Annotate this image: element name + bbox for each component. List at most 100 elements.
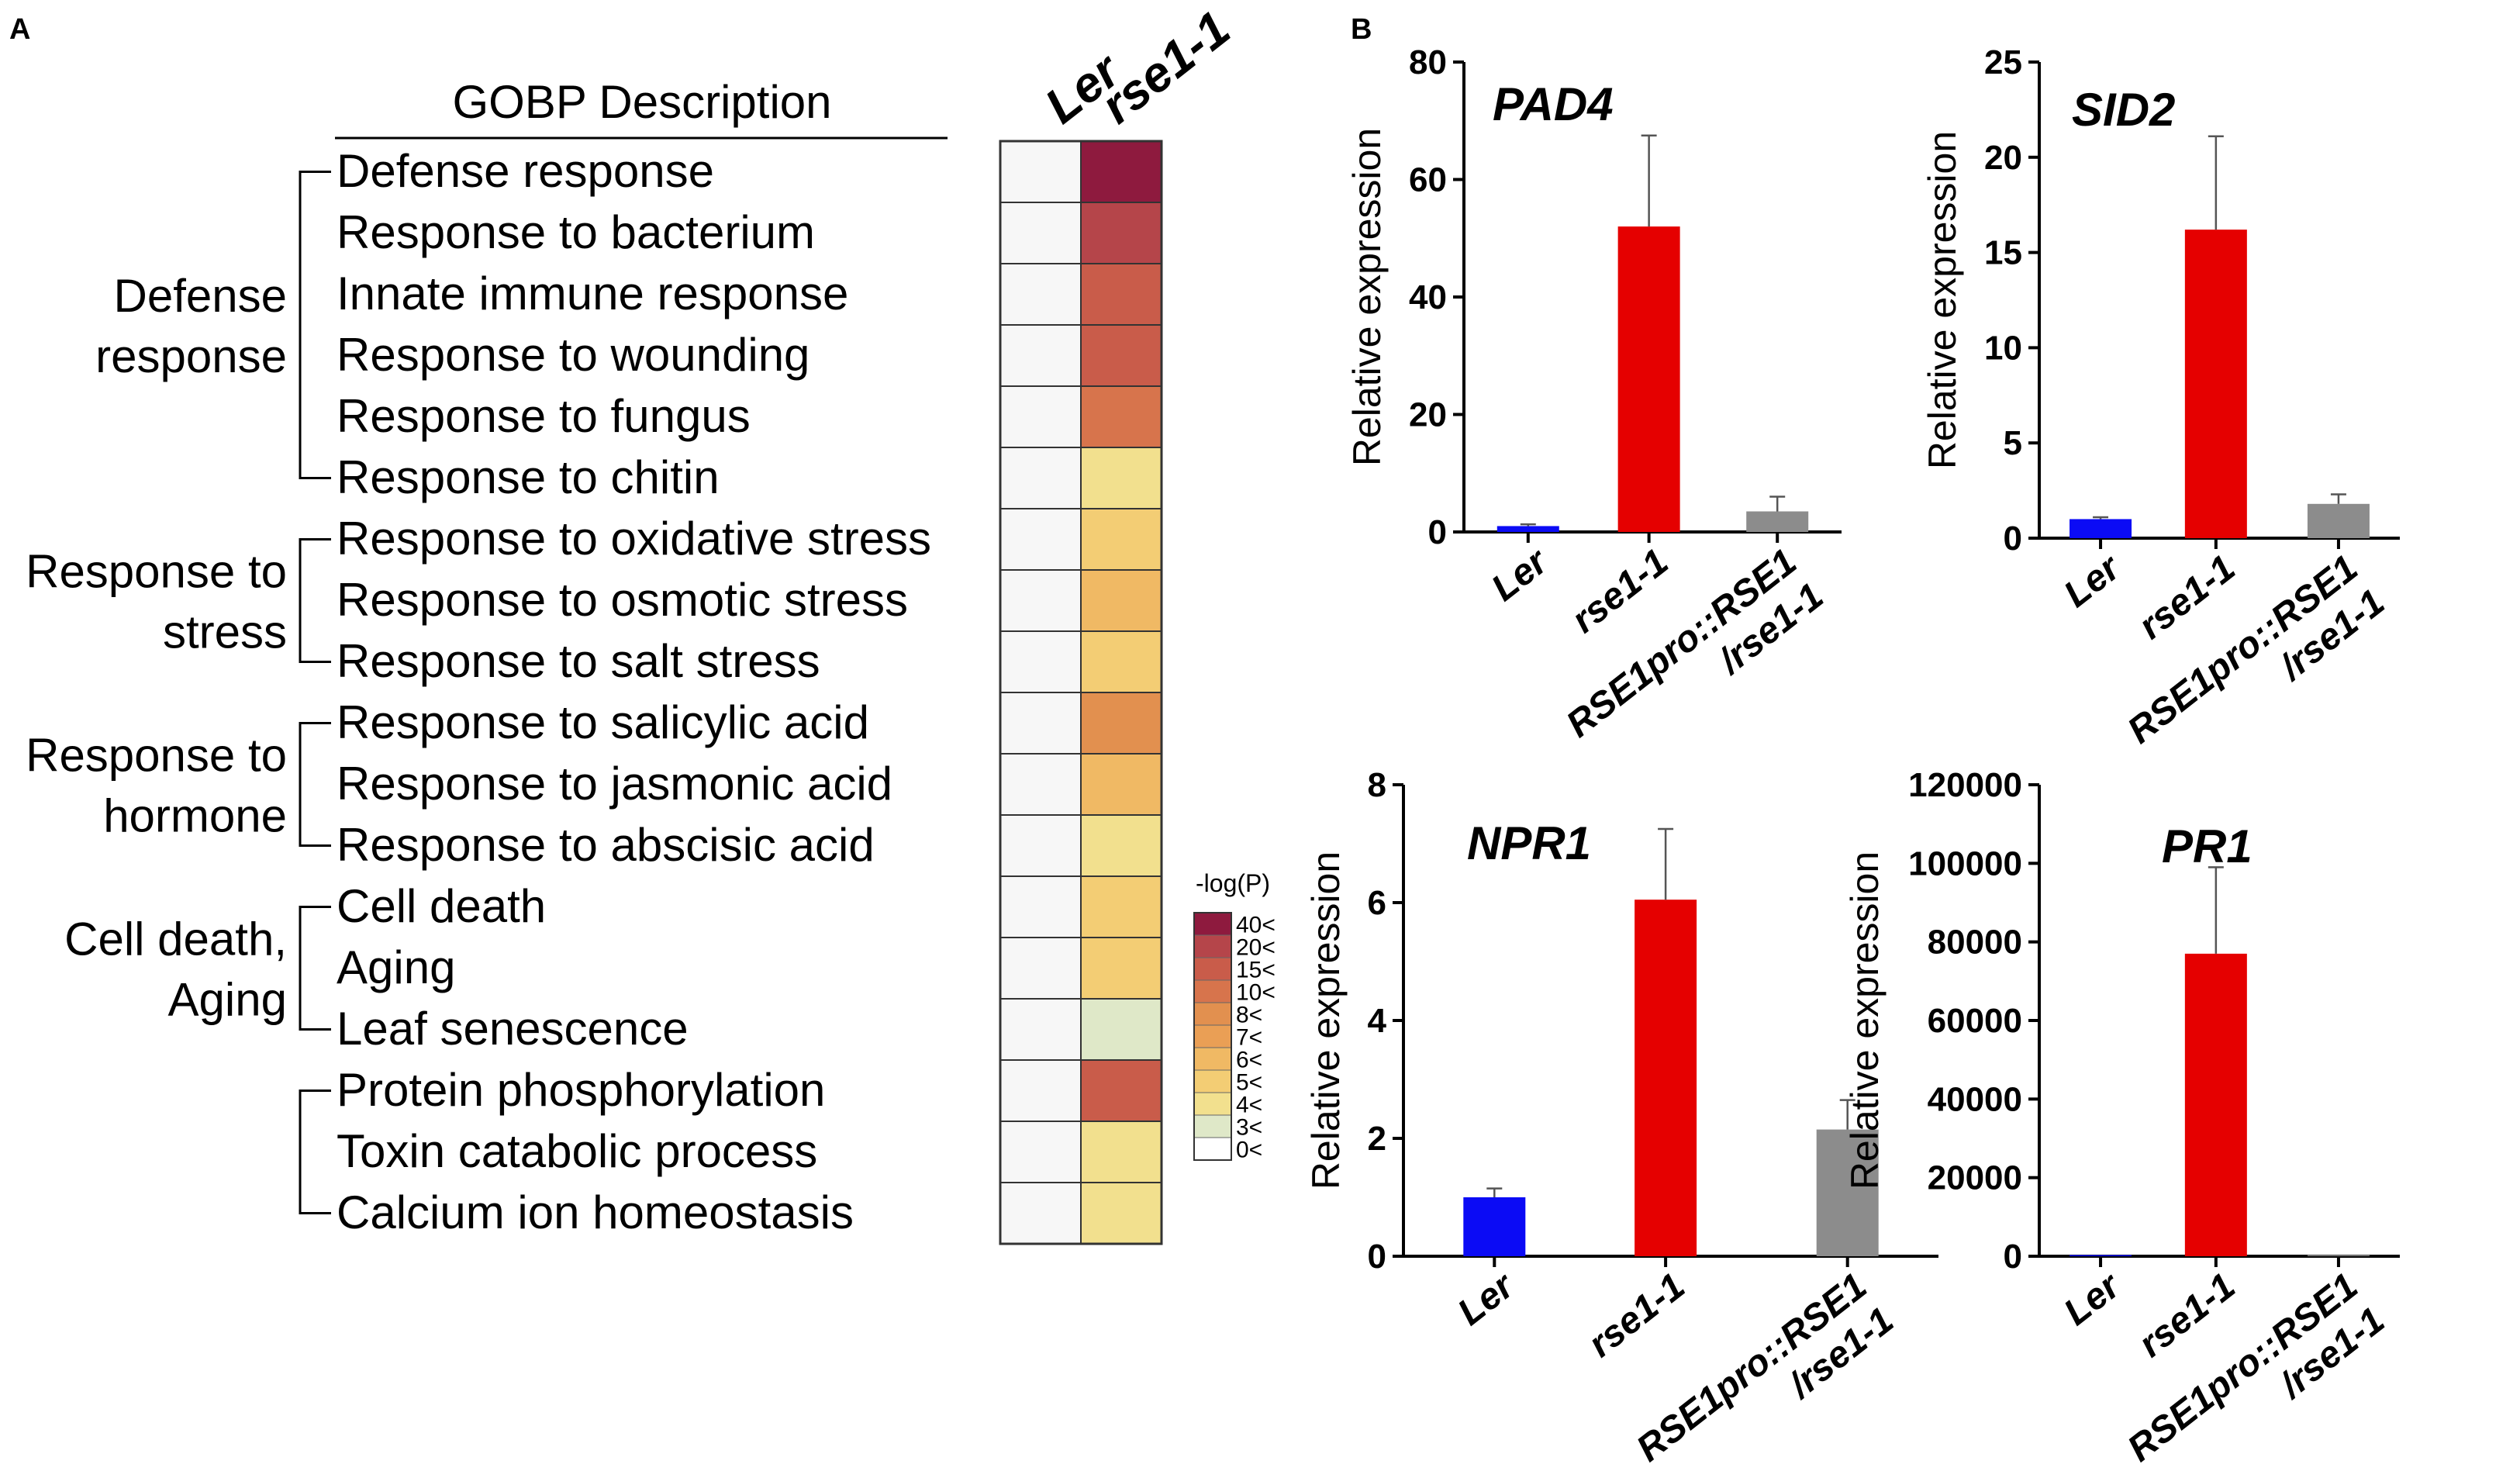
panel-label-a: A <box>9 13 30 46</box>
heatmap-cell-ler <box>999 263 1082 326</box>
go-term-response-to-abscisic-acid: Response to abscisic acid <box>337 819 875 871</box>
x-category-rse1-1: rse1-1 <box>1564 541 1676 641</box>
group-bracket <box>299 722 331 847</box>
bar-rse1pro-rse1 <box>1816 1129 1879 1256</box>
y-tick-label: 20 <box>1984 139 2022 177</box>
heatmap-cell-rse1-1 <box>1080 937 1162 1000</box>
group-label-hormone: hormone <box>103 790 287 842</box>
heatmap-cell-ler <box>999 1059 1082 1122</box>
bar-rse1pro-rse1 <box>2307 1255 2370 1256</box>
heatmap-cell-rse1-1 <box>1080 569 1162 632</box>
legend-border <box>1193 912 1232 1161</box>
go-term-response-to-bacterium: Response to bacterium <box>337 206 815 258</box>
y-tick-label: 0 <box>2004 520 2022 558</box>
y-tick-label: 5 <box>2004 424 2022 462</box>
x-category-line: rse1-1 <box>1564 541 1676 641</box>
heatmap-cell-rse1-1 <box>1080 1059 1162 1122</box>
x-category-ler: Ler <box>2056 546 2128 615</box>
heatmap-cell-rse1-1 <box>1080 692 1162 755</box>
y-tick-label: 80 <box>1409 43 1447 81</box>
panel-label-b: B <box>1351 13 1372 46</box>
heatmap-cell-ler <box>999 814 1082 877</box>
go-term-response-to-salicylic-acid: Response to salicylic acid <box>337 696 869 748</box>
go-term-calcium-ion-homeostasis: Calcium ion homeostasis <box>337 1186 854 1238</box>
chart-title: PAD4 <box>1493 78 1614 130</box>
y-tick-label: 0 <box>1368 1238 1386 1276</box>
heatmap-cell-rse1-1 <box>1080 1182 1162 1245</box>
bar-chart-sid2: 0 5 10 15 20 25 Relative expression SID2 Ler rse1… <box>1921 43 2400 786</box>
heatmap-cell-ler <box>999 937 1082 1000</box>
x-category-line: Ler <box>1451 1264 1523 1333</box>
legend-swatch <box>1193 1047 1232 1071</box>
bar-ler <box>2070 1255 2132 1256</box>
bar-rse1-1 <box>1617 226 1680 532</box>
y-tick-label: 60 <box>1409 161 1447 199</box>
legend-swatch <box>1193 957 1232 981</box>
heatmap-cell-ler <box>999 202 1082 264</box>
legend-label: 6< <box>1236 1048 1262 1073</box>
bar-chart-pad4: 0 20 40 60 80 Relative expression PAD4 Ler rse1-… <box>1345 43 1842 745</box>
legend-swatch <box>1193 1024 1232 1048</box>
legend-label: 7< <box>1236 1025 1262 1051</box>
group-label-stress: stress <box>163 606 287 658</box>
heatmap-cell-ler <box>999 692 1082 755</box>
legend-label: 10< <box>1236 980 1276 1006</box>
go-term-response-to-salt-stress: Response to salt stress <box>337 635 820 687</box>
legend-label: 4< <box>1236 1093 1262 1118</box>
x-category-ler: Ler <box>2056 1264 2128 1333</box>
y-tick-label: 8 <box>1368 766 1386 804</box>
legend-swatch <box>1193 1092 1232 1116</box>
legend-swatch <box>1193 1137 1232 1161</box>
y-tick-label: 4 <box>1368 1002 1387 1040</box>
bar-rse1-1 <box>2184 953 2247 1256</box>
heatmap-border <box>999 140 1163 1245</box>
y-tick-label: 80000 <box>1928 924 2022 962</box>
heatmap-cell-rse1-1 <box>1080 324 1162 387</box>
legend-label: 0< <box>1236 1138 1262 1163</box>
heatmap-cell-ler <box>999 447 1082 509</box>
heatmap-cell-rse1-1 <box>1080 385 1162 448</box>
heatmap-cell-ler <box>999 569 1082 632</box>
go-term-defense-response: Defense response <box>337 145 714 197</box>
bar-ler <box>2070 519 2132 538</box>
y-tick-label: 0 <box>2004 1238 2022 1276</box>
y-tick-label: 40000 <box>1928 1080 2022 1118</box>
go-term-response-to-chitin: Response to chitin <box>337 451 720 503</box>
bar-rse1pro-rse1 <box>2307 503 2370 538</box>
group-label-defense: Defense <box>114 270 287 322</box>
group-bracket <box>299 906 331 1031</box>
heatmap-cell-rse1-1 <box>1080 753 1162 816</box>
group-label-response: response <box>95 330 287 382</box>
x-category-rse1pro-rse1: RSE1pro::RSE1/rse1-1 <box>2120 547 2392 786</box>
y-tick-label: 20 <box>1409 396 1447 434</box>
heatmap-cell-ler <box>999 753 1082 816</box>
y-axis-label: Relative expression <box>1304 851 1348 1190</box>
bar-rse1-1 <box>1635 900 1697 1256</box>
heatmap-cell-ler <box>999 875 1082 938</box>
heatmap-cell-ler <box>999 1121 1082 1183</box>
go-term-response-to-osmotic-stress: Response to osmotic stress <box>337 574 908 626</box>
x-category-ler: Ler <box>1451 1264 1523 1333</box>
heatmap-cell-rse1-1 <box>1080 140 1162 203</box>
heatmap-cell-ler <box>999 1182 1082 1245</box>
chart-title: PR1 <box>2162 820 2252 872</box>
legend-label: 20< <box>1236 935 1276 961</box>
chart-title: SID2 <box>2072 84 2175 136</box>
y-tick-label: 0 <box>1428 513 1447 551</box>
heatmap-cell-rse1-1 <box>1080 998 1162 1061</box>
y-tick-label: 120000 <box>1908 766 2022 804</box>
go-term-response-to-wounding: Response to wounding <box>337 329 810 381</box>
y-axis-label: Relative expression <box>1345 128 1389 466</box>
x-category-line: Ler <box>2056 546 2128 615</box>
x-category-line: Ler <box>2056 1264 2128 1333</box>
x-category-rse1-1: rse1-1 <box>1581 1266 1693 1366</box>
legend-swatch <box>1193 1002 1232 1026</box>
group-bracket <box>299 1090 331 1214</box>
y-tick-label: 60000 <box>1928 1002 2022 1040</box>
x-category-rse1-1: rse1-1 <box>2132 547 2243 647</box>
heatmap-cell-rse1-1 <box>1080 1121 1162 1183</box>
legend-label: 5< <box>1236 1070 1262 1096</box>
heatmap-cell-rse1-1 <box>1080 447 1162 509</box>
